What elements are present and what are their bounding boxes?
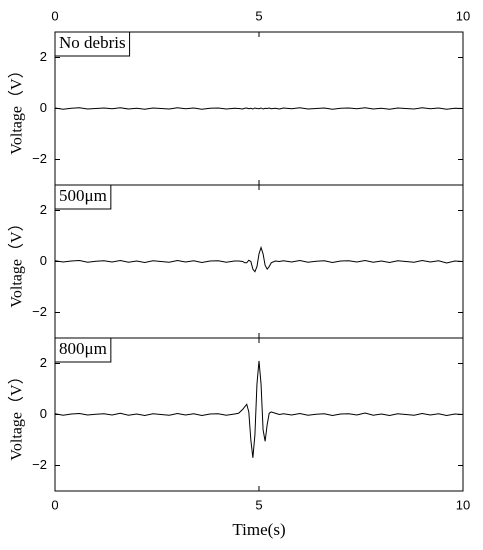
panel-label: No debris xyxy=(59,33,126,52)
y-tick-label: 2 xyxy=(40,49,47,64)
x-axis-label: Time(s) xyxy=(232,520,285,539)
y-tick-label: −2 xyxy=(32,151,47,166)
y-axis-label: Voltage（V） xyxy=(8,62,26,154)
y-tick-label: 2 xyxy=(40,202,47,217)
signal-line xyxy=(54,107,464,110)
panel-label-box xyxy=(54,337,112,363)
y-axis-label: Voltage（V） xyxy=(8,368,26,460)
y-axis-label: Voltage（V） xyxy=(8,215,26,307)
signal-line xyxy=(54,245,464,273)
panel-label-box xyxy=(54,184,112,210)
panel-label: 800μm xyxy=(59,339,107,358)
y-tick-label: 0 xyxy=(40,406,47,421)
x-tick-label: 5 xyxy=(255,8,262,23)
x-tick-label: 0 xyxy=(51,8,58,23)
y-tick-label: −2 xyxy=(32,457,47,472)
y-tick-label: −2 xyxy=(32,304,47,319)
x-tick-label: 10 xyxy=(456,8,470,23)
x-tick-label: 5 xyxy=(255,497,262,512)
signal-line xyxy=(54,360,464,458)
y-tick-label: 0 xyxy=(40,100,47,115)
x-tick-label: 10 xyxy=(456,497,470,512)
y-tick-label: 2 xyxy=(40,355,47,370)
panel-label: 500μm xyxy=(59,186,107,205)
x-tick-label: 0 xyxy=(51,497,58,512)
y-tick-label: 0 xyxy=(40,253,47,268)
panel-label-box xyxy=(54,31,131,57)
